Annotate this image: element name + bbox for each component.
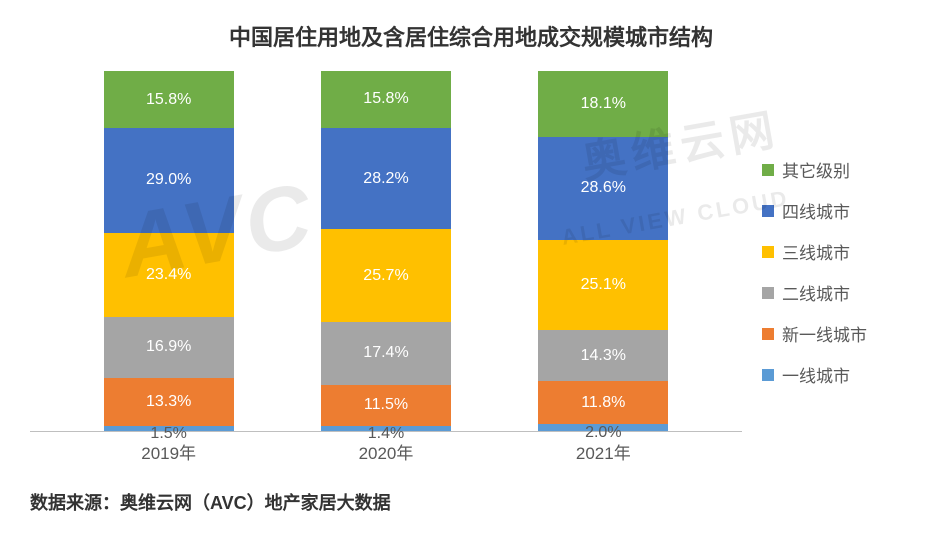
segment-value-label: 28.2% (363, 170, 408, 188)
legend-label: 二线城市 (782, 280, 850, 305)
bar-segment-new_tier1: 13.3% (104, 378, 234, 426)
segment-value-label: 28.6% (581, 179, 626, 197)
x-axis-label: 2020年 (316, 439, 456, 464)
legend-label: 新一线城市 (782, 321, 867, 346)
segment-value-label: 17.4% (363, 344, 408, 362)
legend-item-tier4: 四线城市 (762, 198, 912, 223)
segment-value-label: 23.4% (146, 266, 191, 284)
legend-item-tier2: 二线城市 (762, 280, 912, 305)
bar-stack: 1.5% 13.3% 16.9% 23.4% 29.0% 15.8% (104, 71, 234, 431)
bar-group: 1.5%13.3%16.9%23.4%29.0%15.8%2019年 (99, 71, 239, 431)
legend-item-other: 其它级别 (762, 157, 912, 182)
bar-segment-tier2: 16.9% (104, 317, 234, 378)
legend-swatch (762, 328, 774, 340)
segment-value-label: 25.1% (581, 276, 626, 294)
bar-segment-other: 15.8% (321, 71, 451, 128)
bar-segment-other: 18.1% (538, 71, 668, 136)
segment-value-label: 11.5% (364, 396, 408, 414)
segment-value-label: 11.8% (581, 394, 625, 412)
legend-swatch (762, 287, 774, 299)
legend-label: 四线城市 (782, 198, 850, 223)
segment-value-label: 15.8% (363, 90, 408, 108)
legend-label: 三线城市 (782, 239, 850, 264)
bar-stack: 1.4% 11.5% 17.4% 25.7% 28.2% 15.8% (321, 71, 451, 431)
segment-value-label: 29.0% (146, 171, 191, 189)
legend-label: 一线城市 (782, 362, 850, 387)
chart-title: 中国居住用地及含居住综合用地成交规模城市结构 (30, 20, 912, 52)
bar-segment-new_tier1: 11.8% (538, 381, 668, 423)
legend-swatch (762, 369, 774, 381)
bar-segment-tier3: 25.1% (538, 240, 668, 330)
bar-segment-new_tier1: 11.5% (321, 385, 451, 426)
segment-value-label: 25.7% (363, 267, 408, 285)
source-note: 数据来源：奥维云网（AVC）地产家居大数据 (30, 489, 391, 515)
legend-label: 其它级别 (782, 157, 850, 182)
legend-item-tier1: 一线城市 (762, 362, 912, 387)
bar-segment-tier3: 25.7% (321, 229, 451, 322)
bar-segment-tier4: 28.6% (538, 137, 668, 240)
legend-swatch (762, 164, 774, 176)
bar-segment-tier2: 17.4% (321, 322, 451, 385)
segment-value-label: 13.3% (146, 393, 191, 411)
legend-swatch (762, 205, 774, 217)
segment-value-label: 14.3% (581, 347, 626, 365)
bar-segment-tier4: 29.0% (104, 128, 234, 232)
legend-item-tier3: 三线城市 (762, 239, 912, 264)
bar-segment-tier1: 2.0% (538, 424, 668, 431)
bar-group: 2.0%11.8%14.3%25.1%28.6%18.1%2021年 (533, 71, 673, 431)
segment-value-label: 18.1% (581, 95, 626, 113)
bar-stack: 2.0% 11.8% 14.3% 25.1% 28.6% 18.1% (538, 71, 668, 431)
bar-group: 1.4%11.5%17.4%25.7%28.2%15.8%2020年 (316, 71, 456, 431)
bar-segment-tier1: 1.5% (104, 426, 234, 431)
x-axis-label: 2019年 (99, 439, 239, 464)
segment-value-label: 16.9% (146, 338, 191, 356)
chart-container: 中国居住用地及含居住综合用地成交规模城市结构 1.5% 13.3% 16.9% 23.… (0, 0, 942, 533)
bar-segment-tier2: 14.3% (538, 330, 668, 381)
bar-segment-tier3: 23.4% (104, 233, 234, 317)
legend-item-new_tier1: 新一线城市 (762, 321, 912, 346)
bar-segment-other: 15.8% (104, 71, 234, 128)
legend-swatch (762, 246, 774, 258)
x-axis-label: 2021年 (533, 439, 673, 464)
plot-area: 1.5% 13.3% 16.9% 23.4% 29.0% 15.8% 2019年 1.4% 11… (30, 72, 912, 472)
bar-segment-tier4: 28.2% (321, 128, 451, 230)
segment-value-label: 15.8% (146, 91, 191, 109)
bar-segment-tier1: 1.4% (321, 426, 451, 431)
legend: 其它级别四线城市三线城市二线城市新一线城市一线城市 (742, 72, 912, 472)
bars-zone: 1.5%13.3%16.9%23.4%29.0%15.8%2019年1.4%11… (30, 72, 742, 432)
